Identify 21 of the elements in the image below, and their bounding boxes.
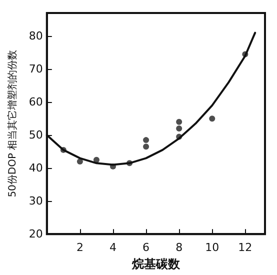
x-tick-label: 12 [238,241,252,254]
x-tick-label: 8 [176,241,183,254]
y-tick-label: 20 [28,228,43,241]
y-axis-title: 50份DOP 相当其它增塑剂的份数 [6,50,18,198]
point [143,137,150,144]
point [176,126,182,132]
y-tick-label: 80 [28,30,43,43]
y-tick-label: 50 [28,128,43,142]
y-tick-label: 40 [28,162,43,175]
point [176,118,182,125]
x-tick-label: 2 [76,241,84,254]
point [76,158,83,164]
point [209,116,216,122]
x-tick-label: 6 [142,241,150,254]
y-tick-label: 70 [28,62,43,76]
x-tick-label: 4 [109,241,116,254]
x-axis-title: 烷基碳数 [130,257,181,271]
point [143,144,150,150]
x-tick-label: 10 [205,241,220,254]
y-tick-label: 60 [28,96,43,109]
y-tick-label: 30 [28,194,43,208]
